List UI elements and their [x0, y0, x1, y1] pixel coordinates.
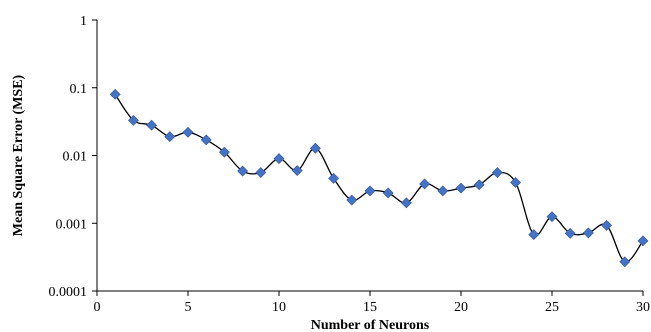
- data-point: [346, 194, 358, 206]
- x-tick-label: 5: [185, 300, 192, 315]
- data-point: [237, 165, 249, 177]
- axes: [96, 20, 643, 292]
- data-point: [419, 178, 431, 190]
- data-point: [400, 197, 412, 209]
- data-markers: [109, 88, 649, 268]
- data-point: [546, 211, 558, 223]
- x-tick-label: 10: [272, 300, 286, 315]
- data-point: [382, 187, 394, 199]
- data-point: [564, 227, 576, 239]
- data-point: [309, 142, 321, 154]
- y-tick-label: 0.1: [70, 82, 88, 97]
- y-tick-label: 0.01: [63, 150, 88, 165]
- x-tick-label: 20: [454, 300, 468, 315]
- data-point: [218, 146, 230, 158]
- x-tick-label: 30: [636, 300, 650, 315]
- data-point: [164, 131, 176, 143]
- data-point: [273, 153, 285, 165]
- data-point: [619, 256, 631, 268]
- data-point: [637, 235, 649, 247]
- data-point: [455, 182, 467, 194]
- x-tick-label: 25: [545, 300, 559, 315]
- data-point: [328, 172, 340, 184]
- data-point: [510, 177, 522, 188]
- x-tick-label: 0: [94, 300, 101, 315]
- data-point: [528, 229, 540, 241]
- data-point: [109, 88, 121, 100]
- series-line: [114, 93, 644, 263]
- data-point: [601, 219, 613, 231]
- ticks: 0 5 10 15 20 25 30 0.0001 0.001 0.01 0.1 1: [49, 14, 651, 315]
- data-point: [437, 185, 449, 197]
- x-axis-title: Number of Neurons: [311, 318, 430, 332]
- data-point: [200, 134, 212, 146]
- y-tick-label: 0.0001: [49, 285, 88, 300]
- data-point: [473, 179, 485, 191]
- y-tick-label: 1: [80, 14, 87, 29]
- data-point: [255, 167, 267, 178]
- y-axis-title: Mean Square Error (MSE): [11, 74, 26, 236]
- data-point: [291, 165, 303, 176]
- data-point: [146, 119, 158, 131]
- x-tick-label: 15: [363, 300, 377, 315]
- data-point: [364, 185, 376, 197]
- y-tick-label: 0.001: [56, 217, 88, 232]
- data-point: [182, 126, 194, 138]
- data-point: [491, 167, 503, 178]
- data-point: [582, 227, 594, 239]
- data-point: [127, 114, 139, 126]
